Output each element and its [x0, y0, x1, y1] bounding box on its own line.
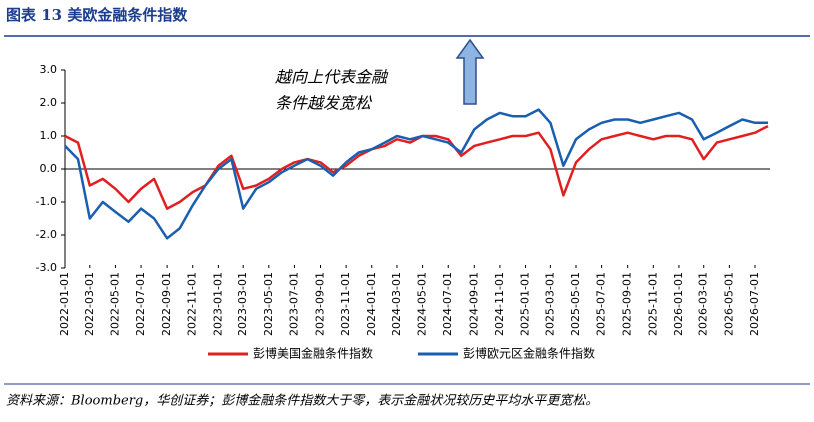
- y-tick-label: 1.0: [40, 129, 58, 142]
- x-tick-label: 2022-05-01: [108, 272, 121, 336]
- x-tick-label: 2024-11-01: [493, 272, 506, 336]
- y-tick-label: 3.0: [40, 63, 58, 76]
- x-tick-label: 2023-11-01: [339, 272, 352, 336]
- x-tick-label: 2026-07-01: [748, 272, 761, 336]
- x-tick-label: 2022-11-01: [186, 272, 199, 336]
- x-tick-label: 2025-01-01: [519, 272, 532, 336]
- y-tick-label: 2.0: [40, 96, 58, 109]
- x-tick-label: 2023-07-01: [287, 272, 300, 336]
- x-tick-label: 2023-03-01: [236, 272, 249, 336]
- y-tick-label: -3.0: [36, 261, 57, 274]
- y-tick-label: -1.0: [36, 195, 57, 208]
- y-tick-label: -2.0: [36, 228, 57, 241]
- x-tick-label: 2023-09-01: [313, 272, 326, 336]
- x-tick-label: 2025-09-01: [621, 272, 634, 336]
- source-note: 资料来源：Bloomberg，华创证券；彭博金融条件指数大于零，表示金融状况较历…: [6, 393, 598, 409]
- x-tick-label: 2025-03-01: [543, 272, 556, 336]
- data-line: [64, 124, 769, 210]
- x-tick-label: 2022-03-01: [83, 272, 96, 336]
- x-tick-label: 2024-09-01: [467, 272, 480, 336]
- x-tick-label: 2024-07-01: [441, 272, 454, 336]
- x-tick-label: 2023-01-01: [211, 272, 224, 336]
- data-line: [64, 108, 768, 240]
- x-tick-label: 2022-01-01: [58, 272, 71, 336]
- x-tick-label: 2022-07-01: [134, 272, 147, 336]
- x-tick-label: 2024-05-01: [416, 272, 429, 336]
- x-tick-label: 2024-01-01: [365, 272, 378, 336]
- annotation: 越向上代表金融: [275, 68, 389, 87]
- chart-title: 图表 13 美欧金融条件指数: [6, 6, 188, 24]
- x-tick-label: 2025-05-01: [569, 272, 582, 336]
- x-tick-label: 2026-01-01: [672, 272, 685, 336]
- x-tick-label: 2025-07-01: [595, 272, 608, 336]
- annotation: 条件越发宽松: [275, 94, 373, 113]
- x-tick-label: 2025-11-01: [646, 272, 659, 336]
- x-tick-label: 2026-03-01: [697, 272, 710, 336]
- up-arrow: [455, 38, 485, 105]
- legend-label: 彭博美国金融条件指数: [253, 346, 373, 361]
- x-tick-label: 2026-05-01: [722, 272, 735, 336]
- y-tick-label: 0.0: [40, 162, 58, 175]
- x-tick-label: 2022-09-01: [160, 272, 173, 336]
- x-tick-label: 2023-05-01: [262, 272, 275, 336]
- legend-label: 彭博欧元区金融条件指数: [463, 346, 595, 361]
- x-tick-label: 2024-03-01: [390, 272, 403, 336]
